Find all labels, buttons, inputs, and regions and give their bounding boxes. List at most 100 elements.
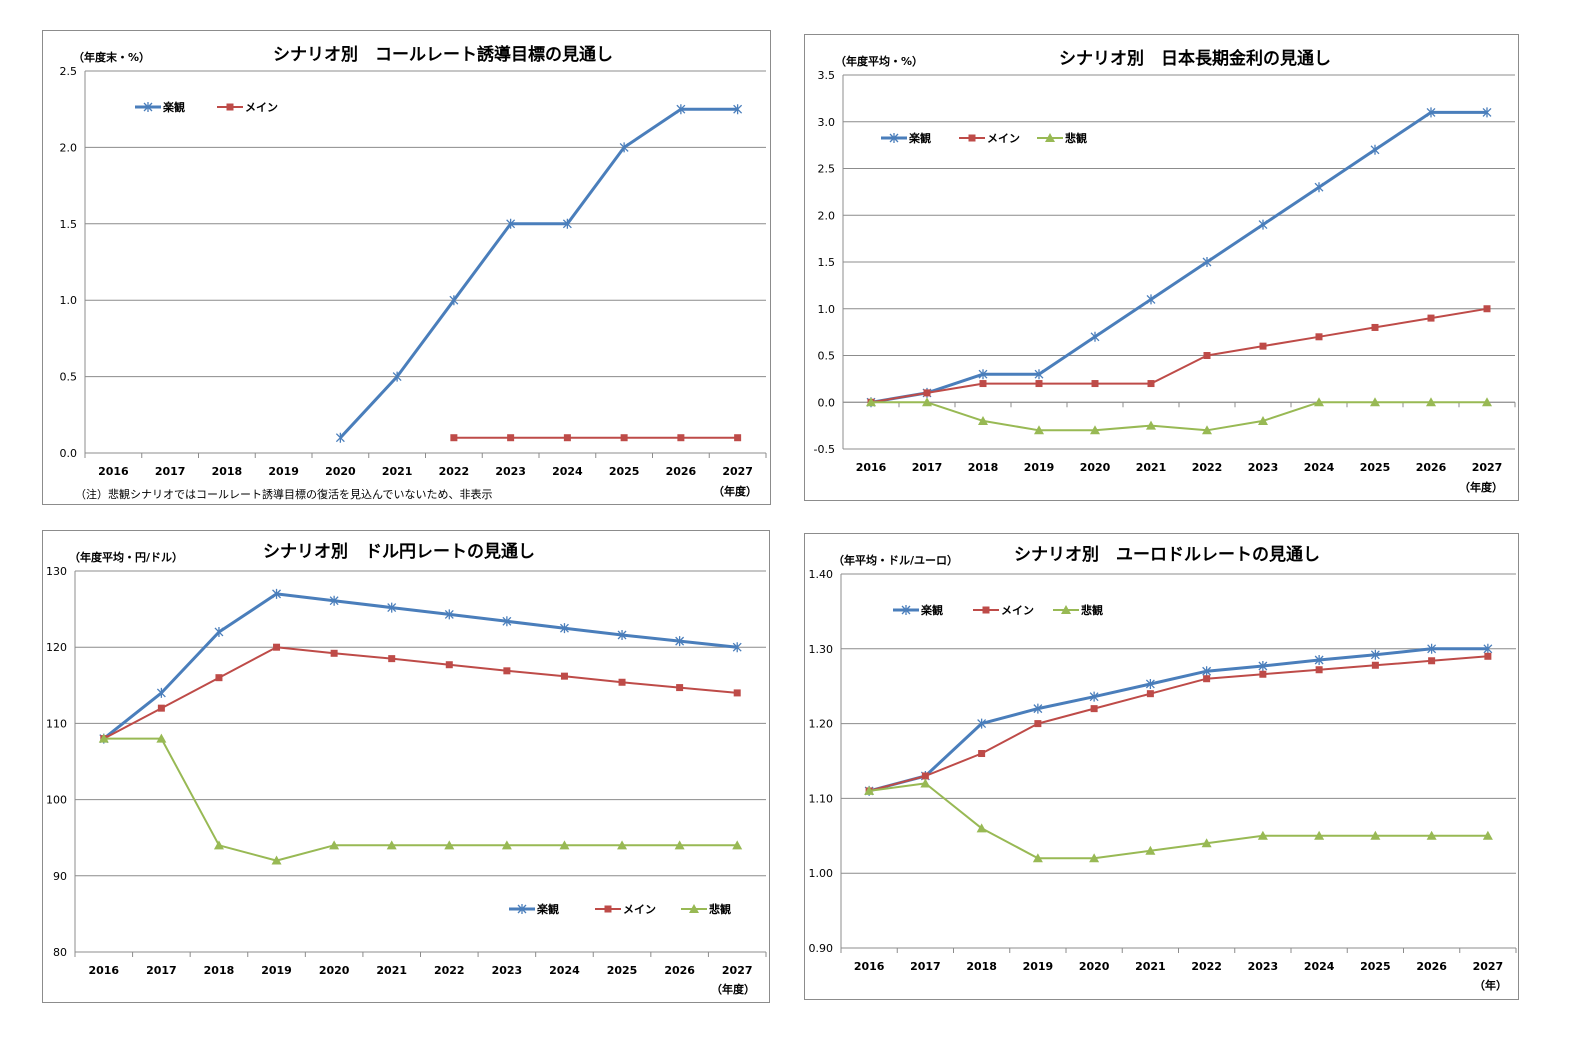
- data-point: [386, 840, 397, 850]
- data-point: [1146, 420, 1156, 430]
- data-point: [388, 655, 396, 663]
- data-point: [1427, 643, 1437, 654]
- data-point: [1259, 342, 1267, 350]
- x-tick-label: 2021: [1135, 960, 1166, 973]
- series-メイン: [100, 643, 741, 743]
- data-point: [329, 595, 339, 606]
- y-tick-label: 3.0: [818, 116, 836, 129]
- data-point: [156, 733, 167, 743]
- data-point: [618, 678, 626, 686]
- data-point: [1371, 323, 1379, 331]
- legend-label: 悲観: [709, 902, 731, 916]
- data-point: [976, 823, 987, 833]
- legend-item: メイン: [973, 604, 1034, 617]
- x-tick-label: 2017: [146, 964, 177, 977]
- data-point: [617, 630, 627, 641]
- y-tick-label: 2.5: [60, 65, 78, 78]
- legend-marker: [143, 102, 153, 112]
- x-tick-label: 2019: [261, 964, 292, 977]
- data-point: [1257, 830, 1268, 840]
- x-tick-label: 2026: [1416, 461, 1447, 474]
- data-point: [272, 588, 282, 599]
- data-point: [501, 840, 512, 850]
- data-point: [271, 855, 282, 865]
- series-line: [870, 307, 1488, 404]
- data-point: [1258, 415, 1268, 425]
- series-メイン: [450, 434, 742, 442]
- legend-item: メイン: [959, 132, 1020, 145]
- data-point: [1483, 643, 1493, 654]
- data-point: [1147, 380, 1155, 388]
- data-point: [1090, 425, 1100, 435]
- x-tick-label: 2026: [1416, 960, 1447, 973]
- x-tick-label: 2020: [1080, 461, 1111, 474]
- data-point: [1090, 331, 1100, 342]
- data-point: [866, 397, 876, 407]
- data-point: [1426, 107, 1436, 118]
- data-point: [1370, 397, 1380, 407]
- data-point: [1145, 678, 1155, 689]
- y-tick-label: 1.0: [60, 294, 78, 307]
- x-unit-label: （年度）: [713, 484, 757, 498]
- data-point: [214, 626, 224, 637]
- legend-marker: [517, 904, 527, 914]
- legend-label: メイン: [623, 903, 656, 916]
- data-point: [732, 840, 743, 850]
- legend-marker: [604, 905, 612, 913]
- data-point: [1427, 314, 1435, 322]
- data-point: [1426, 397, 1436, 407]
- x-tick-label: 2017: [155, 465, 186, 478]
- data-point: [978, 369, 988, 380]
- y-tick-label: 2.5: [818, 163, 836, 176]
- data-point: [1034, 369, 1044, 380]
- x-tick-label: 2023: [495, 465, 526, 478]
- x-unit-label: （年）: [1474, 978, 1507, 992]
- x-tick-label: 2027: [1472, 461, 1503, 474]
- legend-item: 楽観: [509, 902, 559, 916]
- x-tick-label: 2023: [492, 964, 523, 977]
- data-point: [979, 380, 987, 388]
- data-point: [733, 689, 741, 697]
- series-line: [339, 107, 738, 439]
- data-point: [1370, 144, 1380, 155]
- x-tick-label: 2018: [968, 461, 999, 474]
- x-tick-label: 2026: [666, 465, 697, 478]
- chart-panel-usdjpy: シナリオ別 ドル円レートの見通し （年度平均・円/ドル） （年度） 80 90 10…: [42, 530, 770, 1003]
- data-point: [920, 778, 931, 788]
- legend-label: 悲観: [1081, 603, 1103, 617]
- y-tick-label: 0.90: [809, 942, 834, 955]
- x-tick-label: 2016: [854, 960, 885, 973]
- legend-label: 悲観: [1065, 131, 1087, 145]
- series-楽観: [335, 104, 743, 443]
- x-tick-label: 2016: [98, 465, 129, 478]
- y-tick-label: 0.5: [60, 371, 78, 384]
- data-point: [392, 371, 402, 382]
- data-point: [923, 389, 931, 397]
- x-tick-label: 2021: [376, 964, 407, 977]
- y-unit-label: （年度末・%）: [73, 50, 150, 64]
- data-point: [1426, 830, 1437, 840]
- data-point: [563, 434, 571, 442]
- data-point: [1258, 219, 1268, 230]
- data-point: [450, 434, 458, 442]
- y-tick-label: 1.00: [809, 867, 834, 880]
- x-tick-label: 2019: [1023, 960, 1054, 973]
- series-悲観: [864, 778, 1493, 863]
- data-point: [329, 840, 340, 850]
- series-line: [102, 592, 738, 740]
- y-tick-label: 90: [53, 870, 67, 883]
- data-point: [732, 642, 742, 653]
- y-tick-label: 0.5: [818, 350, 836, 363]
- y-unit-label: （年度平均・%）: [835, 54, 923, 68]
- data-point: [676, 684, 684, 692]
- data-point: [1202, 257, 1212, 267]
- x-tick-label: 2019: [268, 465, 299, 478]
- x-tick-label: 2018: [966, 960, 997, 973]
- series-line: [870, 110, 1487, 404]
- legend-marker: [1061, 605, 1071, 614]
- y-tick-label: 1.20: [809, 718, 834, 731]
- legend-item: 楽観: [135, 100, 185, 114]
- data-point: [676, 104, 686, 115]
- y-tick-label: 3.5: [818, 69, 836, 82]
- data-point: [1314, 655, 1324, 666]
